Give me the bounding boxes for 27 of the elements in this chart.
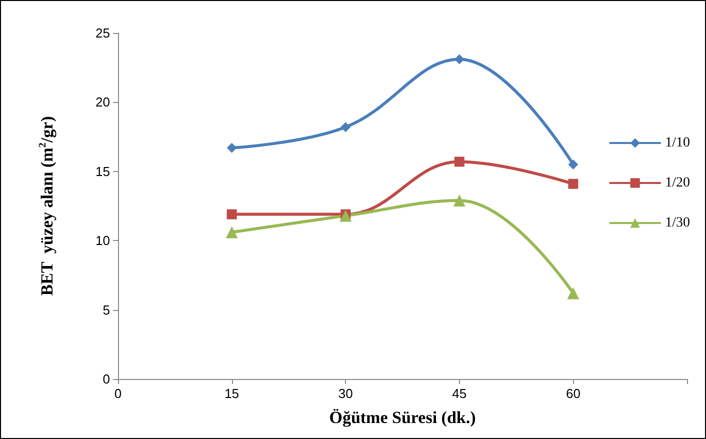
x-tick-label: 15 [224, 386, 240, 401]
point [453, 194, 466, 206]
y-tick-label: 0 [102, 372, 110, 386]
x-tick-label: 45 [452, 386, 467, 401]
y-tick-label: 5 [102, 302, 110, 318]
y-axis-title: BET yüzey alanı (m2/gr) [38, 116, 56, 296]
legend-label: 1/10 [665, 136, 690, 150]
legend-label: 1/30 [665, 216, 690, 230]
x-tick-label: 0 [114, 386, 122, 401]
point [226, 226, 238, 238]
x-tick-label: 30 [338, 386, 353, 401]
y-tick-label: 20 [96, 94, 110, 110]
point [567, 287, 580, 300]
point [226, 209, 237, 220]
point [454, 156, 464, 167]
y-tick-label: 15 [96, 164, 110, 179]
point [568, 159, 578, 170]
point [226, 142, 237, 153]
legend-label: 1/20 [665, 176, 690, 190]
x-axis-title: Öğütme Süresi (dk.) [329, 408, 476, 427]
point [454, 54, 464, 64]
point [568, 178, 578, 189]
x-tick-label: 60 [566, 386, 580, 401]
y-tick-label: 10 [96, 233, 110, 248]
point [340, 122, 351, 132]
point [340, 210, 352, 222]
y-tick-label: 25 [96, 26, 110, 40]
